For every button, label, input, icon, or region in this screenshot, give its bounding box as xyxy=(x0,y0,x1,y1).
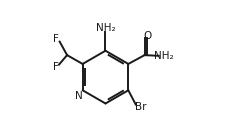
Text: F: F xyxy=(53,34,59,44)
Text: NH₂: NH₂ xyxy=(154,51,174,61)
Text: NH₂: NH₂ xyxy=(96,23,115,33)
Text: Br: Br xyxy=(135,102,147,112)
Text: F: F xyxy=(53,62,59,72)
Text: N: N xyxy=(75,91,83,101)
Text: O: O xyxy=(144,31,152,41)
